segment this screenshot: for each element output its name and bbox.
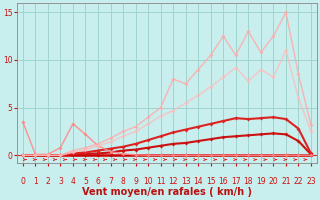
- X-axis label: Vent moyen/en rafales ( km/h ): Vent moyen/en rafales ( km/h ): [82, 187, 252, 197]
